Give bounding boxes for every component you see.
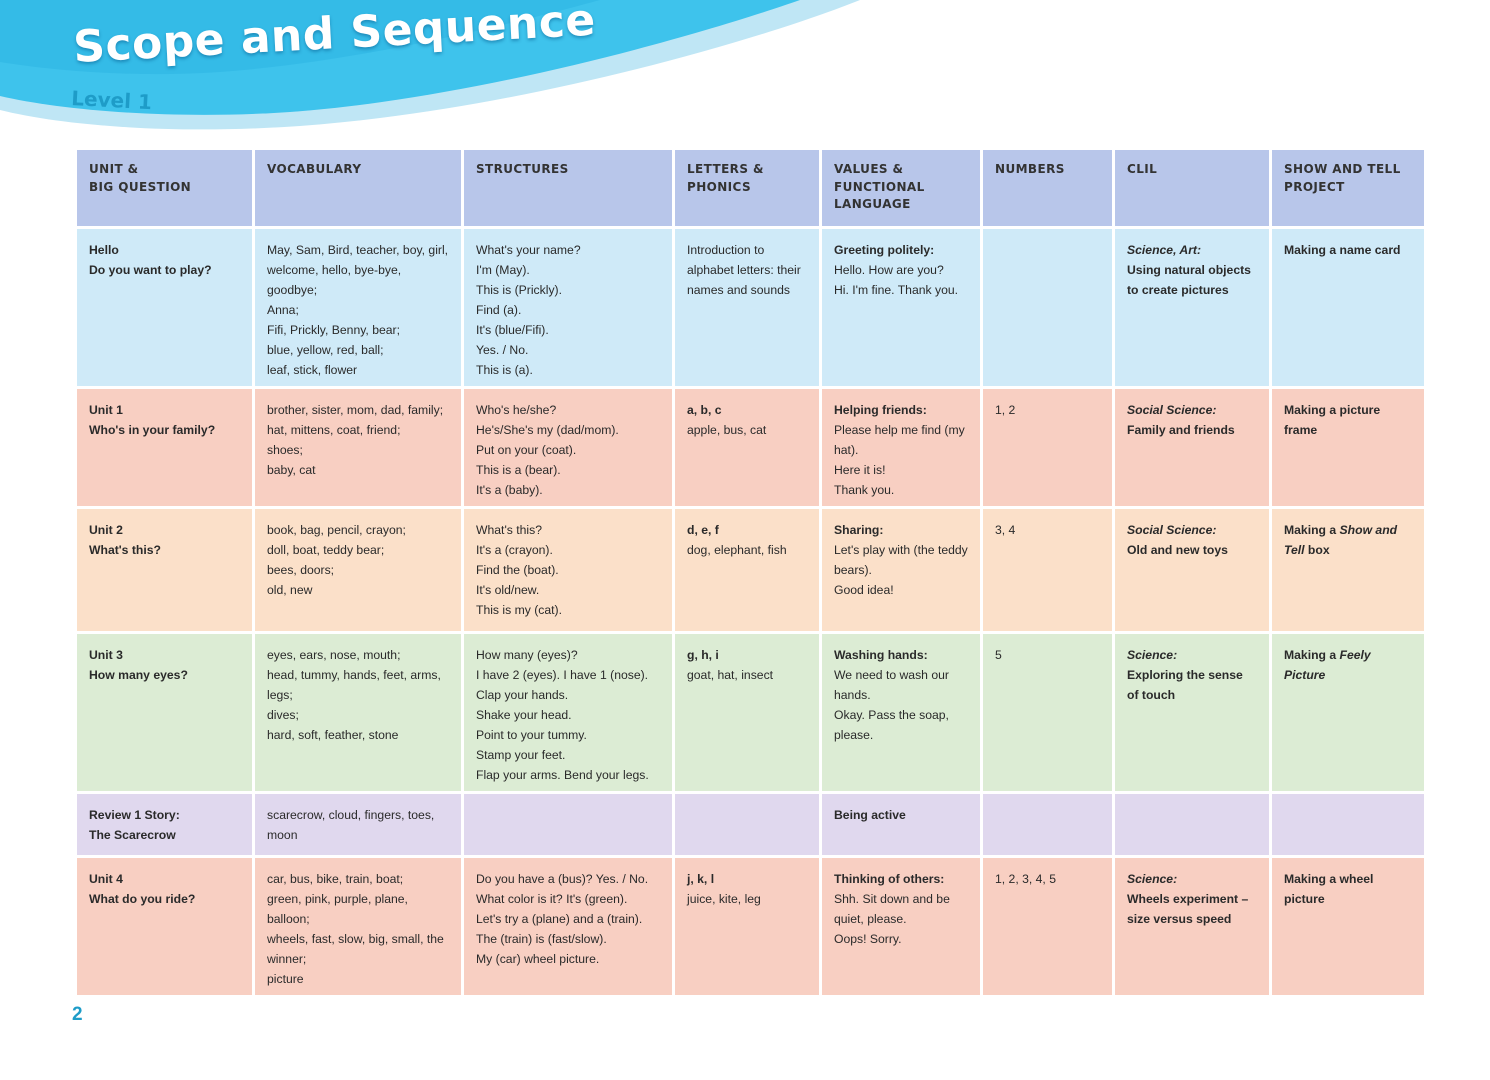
column-header-clil: CLIL [1115,150,1269,226]
table-header-row: UNIT & BIG QUESTION VOCABULARY STRUCTURES… [77,150,1424,226]
numbers-cell: 1, 2 [983,389,1112,506]
letters-cell: a, b, c apple, bus, cat [675,389,819,506]
values-cell: Being active [822,794,980,855]
numbers-cell: 3, 4 [983,509,1112,631]
project-cell: Making a Show and Tell box [1272,509,1424,631]
page-subtitle: Level 1 [70,86,153,115]
column-header-structures: STRUCTURES [464,150,672,226]
values-cell: Greeting politely: Hello. How are you? Hi.… [822,229,980,386]
project-cell [1272,794,1424,855]
unit-cell: Hello Do you want to play? [77,229,252,386]
clil-cell: Social Science: Family and friends [1115,389,1269,506]
clil-cell [1115,794,1269,855]
numbers-cell [983,229,1112,386]
table-row: Review 1 Story: The Scarecrow scarecrow, … [77,794,1424,855]
vocabulary-cell: May, Sam, Bird, teacher, boy, girl, welc… [255,229,461,386]
numbers-cell: 5 [983,634,1112,791]
values-cell: Helping friends: Please help me find (my … [822,389,980,506]
unit-cell: Unit 3 How many eyes? [77,634,252,791]
project-cell: Making a Feely Picture [1272,634,1424,791]
numbers-cell [983,794,1112,855]
table-row: Hello Do you want to play? May, Sam, Bird… [77,229,1424,386]
structures-cell: How many (eyes)? I have 2 (eyes). I have … [464,634,672,791]
clil-cell: Social Science: Old and new toys [1115,509,1269,631]
vocabulary-cell: car, bus, bike, train, boat; green, pink,… [255,858,461,995]
header-wave-banner [0,0,860,130]
structures-cell: What's this? It's a (crayon). Find the (bo… [464,509,672,631]
clil-cell: Science: Wheels experiment – size versus … [1115,858,1269,995]
column-header-project: SHOW AND TELL PROJECT [1272,150,1424,226]
numbers-cell: 1, 2, 3, 4, 5 [983,858,1112,995]
letters-cell: g, h, i goat, hat, insect [675,634,819,791]
letters-cell: Introduction to alphabet letters: their … [675,229,819,386]
vocabulary-cell: scarecrow, cloud, fingers, toes, moon [255,794,461,855]
structures-cell: Do you have a (bus)? Yes. / No. What colo… [464,858,672,995]
vocabulary-cell: eyes, ears, nose, mouth; head, tummy, han… [255,634,461,791]
values-cell: Thinking of others: Shh. Sit down and be … [822,858,980,995]
structures-cell: What's your name? I'm (May). This is (Pric… [464,229,672,386]
project-cell: Making a name card [1272,229,1424,386]
page-number: 2 [72,1004,83,1025]
column-header-letters: LETTERS & PHONICS [675,150,819,226]
unit-cell: Review 1 Story: The Scarecrow [77,794,252,855]
letters-cell: d, e, f dog, elephant, fish [675,509,819,631]
scope-sequence-table: UNIT & BIG QUESTION VOCABULARY STRUCTURES… [74,147,1427,998]
project-cell: Making a picture frame [1272,389,1424,506]
unit-cell: Unit 4 What do you ride? [77,858,252,995]
clil-cell: Science, Art: Using natural objects to cr… [1115,229,1269,386]
table-row: Unit 3 How many eyes? eyes, ears, nose, m… [77,634,1424,791]
structures-cell: Who's he/she? He's/She's my (dad/mom). Put… [464,389,672,506]
column-header-numbers: NUMBERS [983,150,1112,226]
column-header-vocabulary: VOCABULARY [255,150,461,226]
values-cell: Washing hands: We need to wash our hands.… [822,634,980,791]
column-header-values: VALUES & FUNCTIONAL LANGUAGE [822,150,980,226]
letters-cell: j, k, l juice, kite, leg [675,858,819,995]
values-cell: Sharing: Let's play with (the teddy bears… [822,509,980,631]
table-row: Unit 1 Who's in your family? brother, sis… [77,389,1424,506]
vocabulary-cell: book, bag, pencil, crayon; doll, boat, te… [255,509,461,631]
column-header-unit: UNIT & BIG QUESTION [77,150,252,226]
unit-cell: Unit 1 Who's in your family? [77,389,252,506]
clil-cell: Science: Exploring the sense of touch [1115,634,1269,791]
table-row: Unit 2 What's this? book, bag, pencil, cr… [77,509,1424,631]
project-cell: Making a wheel picture [1272,858,1424,995]
table-row: Unit 4 What do you ride? car, bus, bike, … [77,858,1424,995]
letters-cell [675,794,819,855]
structures-cell [464,794,672,855]
vocabulary-cell: brother, sister, mom, dad, family; hat, m… [255,389,461,506]
unit-cell: Unit 2 What's this? [77,509,252,631]
